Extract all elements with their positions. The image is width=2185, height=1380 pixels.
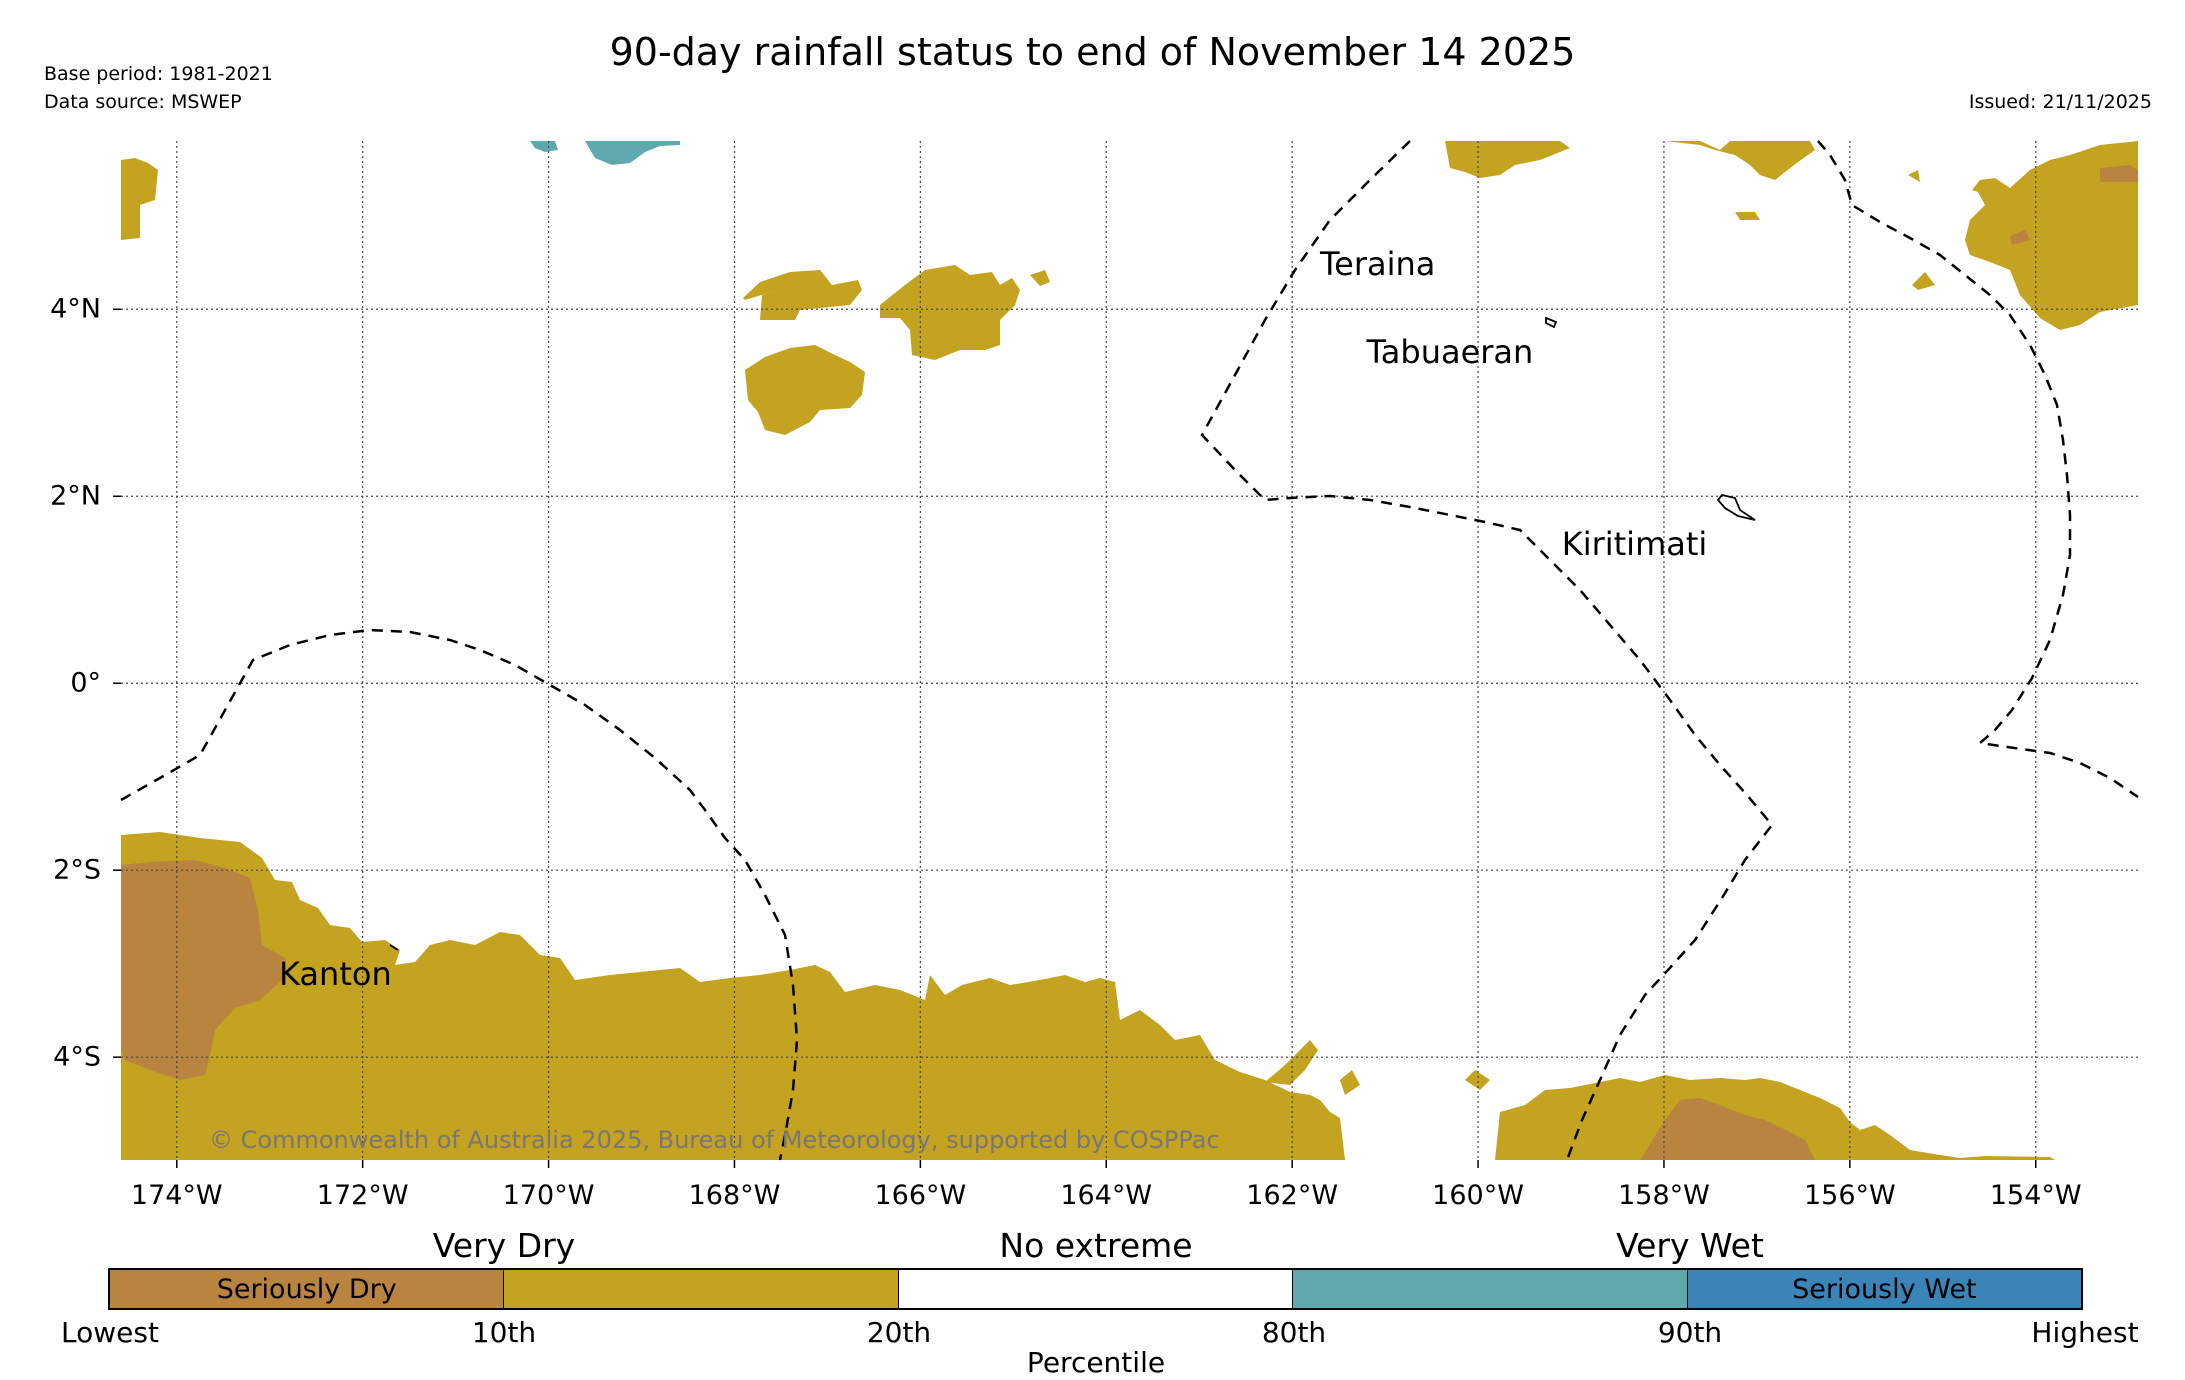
legend-header-no-extreme: No extreme [999, 1226, 1193, 1265]
lon-label: 170°W [502, 1180, 595, 1211]
copyright-notice: © Commonwealth of Australia 2025, Bureau… [209, 1126, 1220, 1154]
legend-header-very-dry: Very Dry [432, 1226, 576, 1265]
chart-title: 90-day rainfall status to end of Novembe… [609, 30, 1576, 74]
lon-label: 162°W [1246, 1180, 1339, 1211]
legend-segment-very-wet [1292, 1270, 1687, 1308]
seriously-dry-regions [121, 165, 2138, 1160]
legend-axis-title: Percentile [1026, 1346, 1166, 1379]
legend-header-very-wet: Very Wet [1616, 1226, 1764, 1265]
legend-segment-no-extreme [897, 1270, 1293, 1308]
lon-label: 168°W [688, 1180, 781, 1211]
lat-label: 2°S [53, 854, 101, 886]
lon-label: 160°W [1432, 1180, 1524, 1211]
lat-label: 4°N [50, 293, 101, 325]
place-label-teraina: Teraina [1320, 244, 1436, 283]
lat-label: 4°S [53, 1041, 101, 1073]
line-islands-eez-boundary [1200, 140, 1774, 1161]
kiritimati-outline [1716, 493, 1756, 521]
legend-segment-seriously-dry: Seriously Dry [110, 1270, 504, 1308]
lon-label: 174°W [130, 1180, 223, 1211]
place-label-kiritimati: Kiritimati [1561, 524, 1708, 563]
kanton-outline [389, 944, 399, 951]
very-wet-regions [530, 141, 680, 165]
lon-label: 158°W [1618, 1180, 1710, 1211]
lon-label: 164°W [1060, 1180, 1153, 1211]
lat-label: 2°N [50, 480, 101, 512]
place-label-kanton: Kanton [279, 955, 392, 994]
base-period: Base period: 1981-2021 [44, 63, 273, 85]
data-source: Data source: MSWEP [44, 91, 242, 113]
legend-tick-10th: 10th [471, 1316, 537, 1349]
legend-segment-seriously-wet: Seriously Wet [1686, 1270, 2082, 1308]
legend-tick-90th: 90th [1657, 1316, 1723, 1349]
legend-tick-lowest: Lowest [61, 1316, 159, 1349]
very-dry-regions [121, 141, 2138, 1160]
legend-segment-very-dry [503, 1270, 898, 1308]
legend-tick-80th: 80th [1261, 1316, 1327, 1349]
rainfall-anomaly-layer [121, 141, 2138, 1160]
kiritimati-eez-boundary [1817, 140, 2139, 799]
lat-label: 0° [70, 667, 101, 699]
meta-left: Base period: 1981-2021 Data source: MSWE… [44, 60, 273, 116]
kanton-eez-boundary [120, 628, 799, 1161]
lon-label: 166°W [874, 1180, 967, 1211]
island-outlines [389, 316, 1756, 951]
legend-colorbar: Seriously Dry Seriously Wet [108, 1268, 2083, 1310]
legend-tick-20th: 20th [866, 1316, 932, 1349]
legend-tick-highest: Highest [2031, 1316, 2139, 1349]
axis-ticks [113, 308, 2037, 1168]
lon-label: 156°W [1803, 1180, 1896, 1211]
graticule [121, 141, 2138, 1160]
eez-boundaries [120, 140, 2139, 1161]
lon-label: 154°W [1989, 1180, 2082, 1211]
tabuaeran-outline [1545, 316, 1558, 329]
issued-date: Issued: 21/11/2025 [1968, 91, 2152, 113]
place-label-tabuaeran: Tabuaeran [1366, 333, 1534, 372]
lon-label: 172°W [316, 1180, 409, 1211]
